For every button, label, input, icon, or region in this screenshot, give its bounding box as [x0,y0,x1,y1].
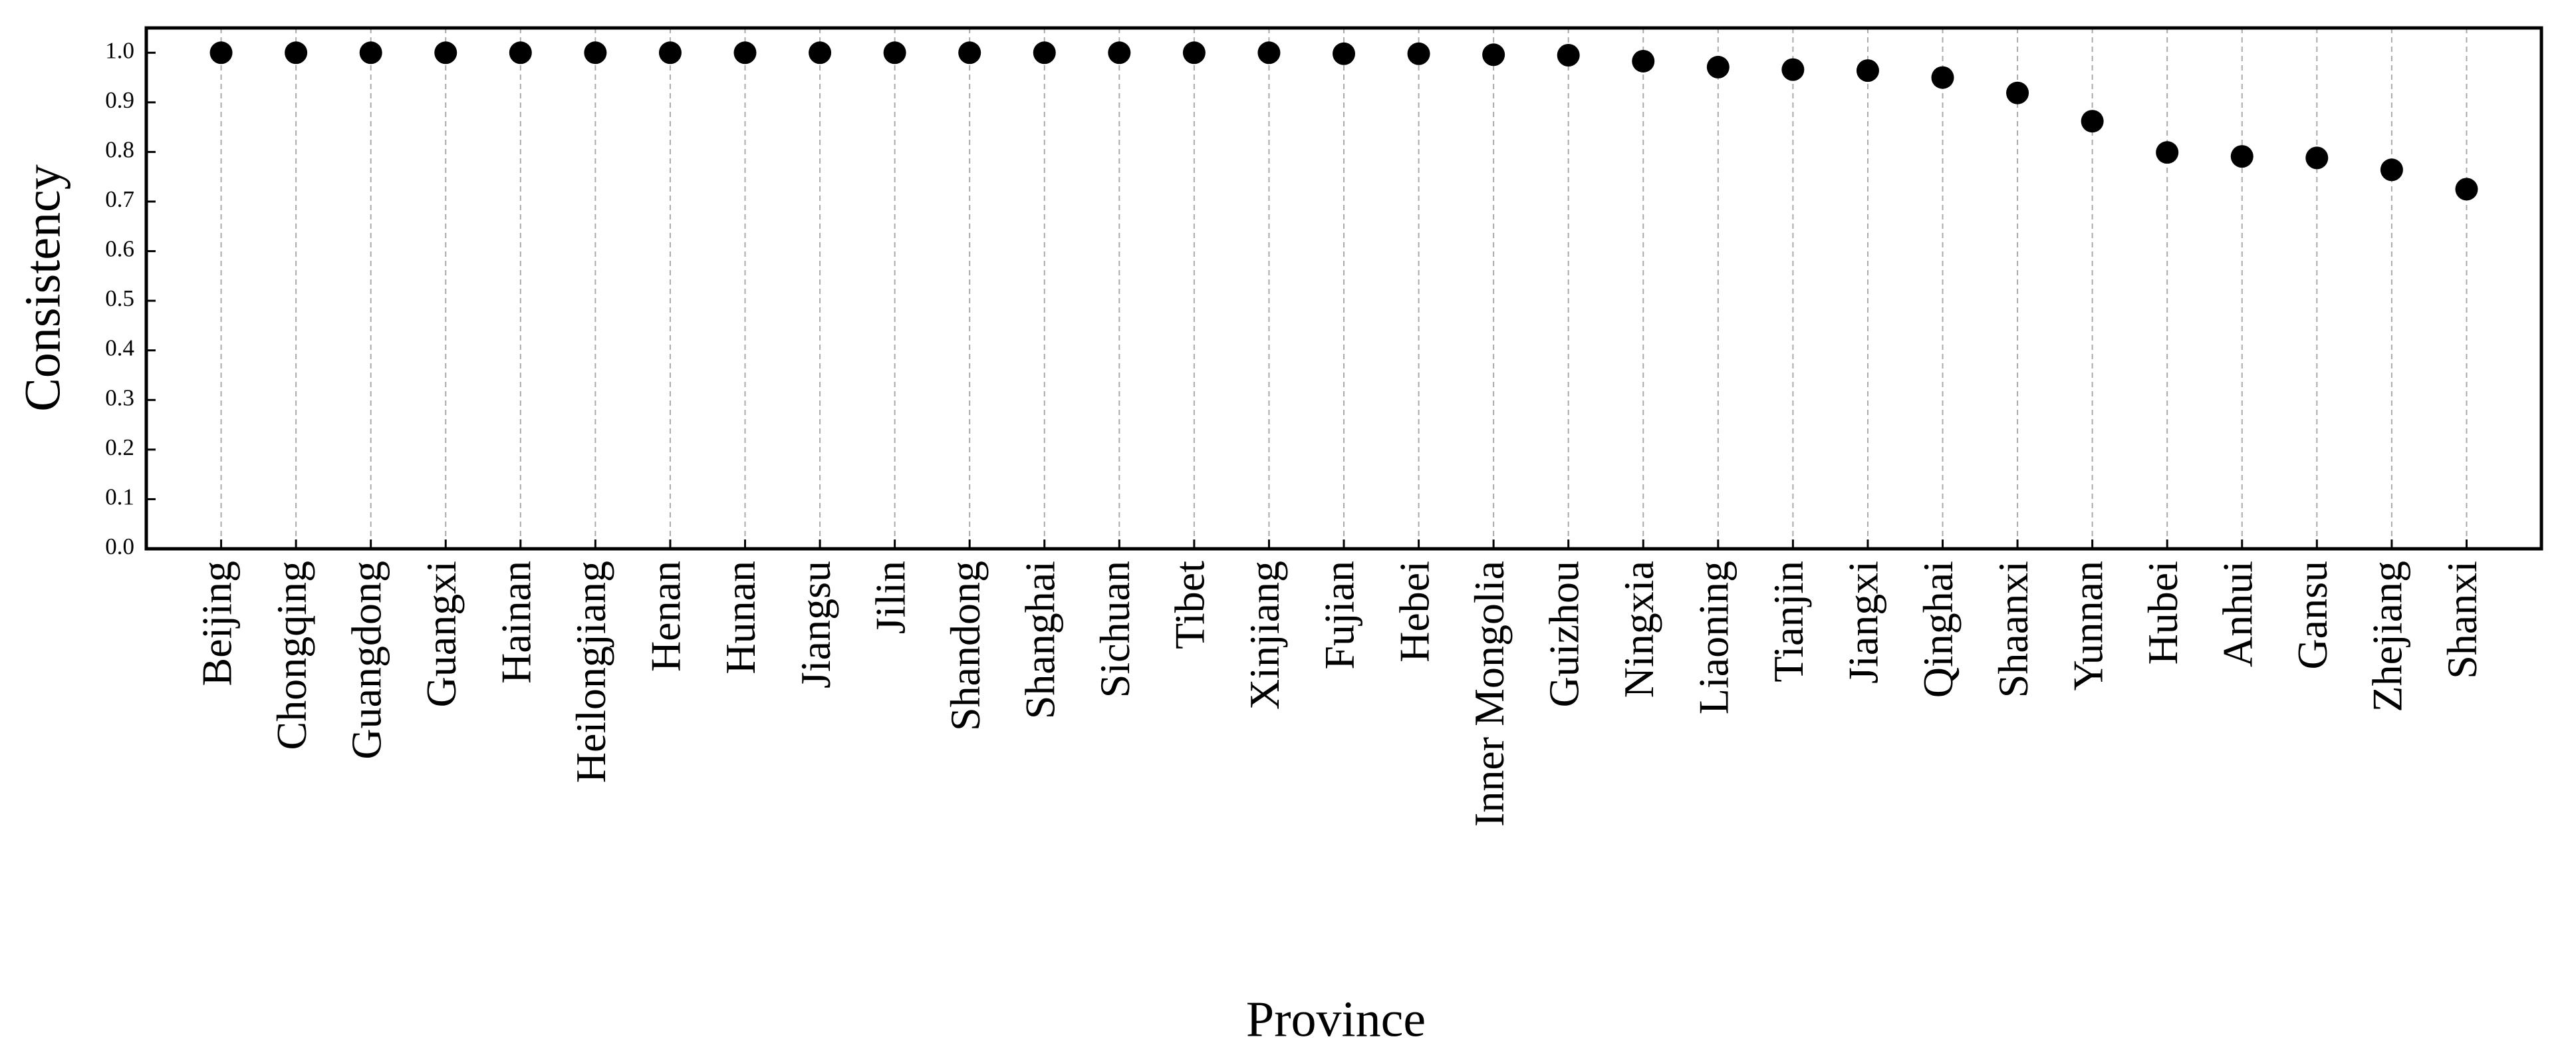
point [2006,81,2029,104]
x-tick-label: Jiangsu [792,561,839,688]
y-tick-label: 0.9 [105,87,134,113]
x-tick-label: Xinjiang [1241,561,1288,710]
y-tick-label: 0.1 [105,484,134,510]
x-tick-label: Fujian [1316,561,1363,670]
point [883,41,906,65]
y-tick-label: 0.7 [105,186,134,212]
x-tick-label: Qinghai [1914,561,1962,698]
y-tick-label: 0.3 [105,384,134,410]
x-tick-label: Hainan [493,561,540,684]
x-axis-title: Province [1246,991,1426,1047]
y-tick-label: 0.4 [105,335,134,361]
x-tick-label: Gansu [2289,561,2336,670]
point [809,41,832,65]
x-tick-label: Beijing [193,561,240,686]
x-tick-label: Henan [642,561,690,672]
x-tick-label: Heilongjiang [567,561,614,783]
x-tick-label: Anhui [2214,561,2261,667]
y-tick-label: 0.5 [105,285,134,311]
x-tick-label: Jiangxi [1840,561,1887,684]
point [1706,55,1730,78]
point [285,41,308,65]
x-tick-label: Guizhou [1540,561,1587,707]
x-tick-label: Shanxi [2438,561,2486,679]
x-tick-label: Ningxia [1615,561,1662,698]
point [658,41,682,65]
point [1781,58,1805,81]
point [584,41,607,65]
point [434,41,457,65]
point [2455,178,2478,201]
x-tick-label: Guangdong [342,561,390,760]
y-axis-title: Consistency [15,164,70,412]
x-tick-label: Jilin [866,561,914,634]
point [2380,158,2403,182]
y-tick-label: 0.0 [105,533,134,559]
x-tick-label: Shaanxi [1990,561,2037,698]
point [1931,66,1954,89]
y-tick-label: 0.6 [105,236,134,262]
point [2230,145,2254,168]
point [958,41,981,65]
x-tick-label: Shanghai [1016,561,1063,719]
x-tick-label: Hubei [2139,561,2186,665]
point [1257,41,1281,65]
x-tick-label: Zhejiang [2364,561,2411,712]
x-tick-label: Hebei [1390,561,1438,663]
point [1033,41,1056,65]
point [733,41,757,65]
point [509,41,532,65]
y-tick-label: 0.2 [105,434,134,460]
point [209,41,233,65]
plot-frame [144,26,2543,551]
y-tick-label: 0.8 [105,136,134,162]
x-tick-label: Yunnan [2064,561,2111,691]
y-tick-label: 1.0 [105,37,134,63]
point [1108,41,1131,65]
x-tick-label: Liaoning [1690,561,1738,714]
x-tick-label: Inner Mongolia [1466,561,1513,827]
point [1856,59,1879,82]
point [359,41,382,65]
point [1482,43,1505,67]
x-tick-label: Hunan [717,561,764,675]
point [1407,42,1430,65]
point [2156,141,2179,164]
x-tick-label: Tianjin [1765,561,1812,682]
point [2305,146,2329,170]
point [1333,42,1355,65]
point [1557,44,1580,67]
point [1182,41,1206,65]
x-tick-label: Guangxi [418,561,465,707]
x-tick-label: Shandong [942,561,989,731]
x-tick-label: Chongqing [268,561,315,750]
point [2081,110,2104,133]
x-tick-label: Tibet [1166,561,1214,649]
x-tick-label: Sichuan [1091,561,1138,698]
point [1632,49,1655,73]
